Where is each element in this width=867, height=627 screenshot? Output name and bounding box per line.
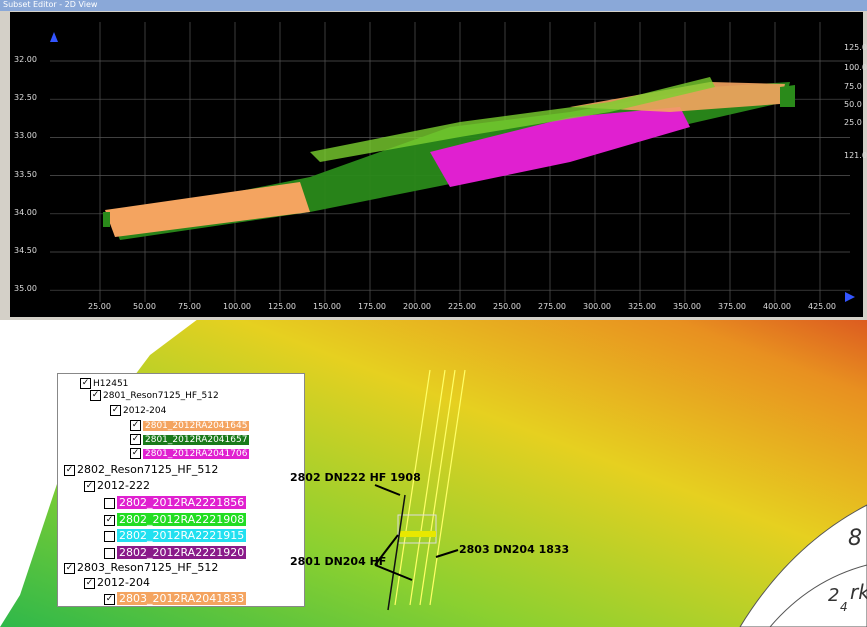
node-label: 2012-204 (123, 406, 166, 416)
map-annotation: 2802 DN222 HF 1908 (290, 471, 421, 484)
x-tick-label: 300.00 (583, 302, 611, 311)
checkbox[interactable] (104, 498, 115, 509)
x-tick-label: 25.00 (88, 302, 111, 311)
x-tick-label: 375.00 (718, 302, 746, 311)
x-tick-label: 75.00 (178, 302, 201, 311)
tree-node[interactable]: 2802_2012RA2221915 (104, 530, 246, 542)
tree-node[interactable]: ✓2803_2012RA2041833 (104, 593, 246, 605)
x-tick-label: 425.00 (808, 302, 836, 311)
scale-label: 25.0 (844, 118, 867, 127)
y-tick-label: 34.50 (14, 246, 37, 255)
x-tick-label: 325.00 (628, 302, 656, 311)
node-label: 2802_2012RA2221920 (117, 546, 246, 559)
chart-text: rky. (850, 580, 867, 604)
node-label: 2802_2012RA2221908 (117, 513, 246, 526)
node-label: H12451 (93, 379, 128, 389)
chart-text: 4 (840, 600, 848, 614)
y-tick-label: 35.00 (14, 284, 37, 293)
scale-label: 75.0 (844, 82, 867, 91)
map-annotation: 2801 DN204 HF (290, 555, 386, 568)
tree-node[interactable]: ✓2801_2012RA2041645 (130, 420, 249, 432)
x-tick-label: 400.00 (763, 302, 791, 311)
subset-editor-window: Subset Editor - 2D View (0, 0, 867, 320)
node-label: 2012-222 (97, 479, 150, 492)
checkbox[interactable]: ✓ (84, 481, 95, 492)
tree-node[interactable]: ✓2801_2012RA2041657 (130, 434, 249, 446)
y-tick-label: 33.00 (14, 131, 37, 140)
checkbox[interactable]: ✓ (130, 448, 141, 459)
tree-node[interactable]: ✓2012-222 (84, 480, 150, 492)
y-tick-label: 33.50 (14, 170, 37, 179)
x-tick-label: 50.00 (133, 302, 156, 311)
chart-text: 2 (828, 585, 839, 606)
tree-node[interactable]: ✓2012-204 (110, 405, 166, 417)
scale-label: 50.0 (844, 100, 867, 109)
tree-node[interactable]: ✓2803_Reson7125_HF_512 (64, 562, 218, 574)
y-tick-label: 32.00 (14, 55, 37, 64)
scale-label: 100.0 (844, 63, 867, 72)
tree-node[interactable]: 2802_2012RA2221856 (104, 497, 246, 509)
checkbox[interactable]: ✓ (90, 390, 101, 401)
map-annotation: 2803 DN204 1833 (459, 543, 569, 556)
x-tick-label: 150.00 (313, 302, 341, 311)
chart-text: 8 (848, 526, 862, 551)
node-label: 2801_2012RA2041645 (143, 421, 249, 431)
x-tick-label: 225.00 (448, 302, 476, 311)
checkbox[interactable]: ✓ (130, 420, 141, 431)
y-tick-label: 34.00 (14, 208, 37, 217)
tree-node[interactable]: ✓2801_Reson7125_HF_512 (90, 390, 219, 402)
tree-node[interactable]: ✓2802_2012RA2221908 (104, 514, 246, 526)
tree-node[interactable]: ✓2802_Reson7125_HF_512 (64, 464, 218, 476)
x-tick-label: 350.00 (673, 302, 701, 311)
x-tick-label: 100.00 (223, 302, 251, 311)
checkbox[interactable]: ✓ (110, 405, 121, 416)
node-label: 2802_2012RA2221856 (117, 496, 246, 509)
tree-node[interactable]: ✓2801_2012RA2041706 (130, 448, 249, 460)
checkbox[interactable]: ✓ (104, 515, 115, 526)
tree-node[interactable]: ✓2012-204 (84, 577, 150, 589)
layer-tree: ✓H12451✓2801_Reson7125_HF_512✓2012-204✓2… (57, 373, 305, 607)
scale-label: 121.0 (844, 151, 867, 160)
node-label: 2802_Reson7125_HF_512 (77, 463, 218, 476)
tree-node[interactable]: 2802_2012RA2221920 (104, 547, 246, 559)
plot (10, 12, 863, 317)
x-tick-label: 125.00 (268, 302, 296, 311)
checkbox[interactable]: ✓ (64, 563, 75, 574)
x-tick-label: 275.00 (538, 302, 566, 311)
node-label: 2803_2012RA2041833 (117, 592, 246, 605)
scale-label: 125.0 (844, 43, 867, 52)
checkbox[interactable]: ✓ (64, 465, 75, 476)
node-label: 2801_2012RA2041657 (143, 435, 249, 445)
node-label: 2803_Reson7125_HF_512 (77, 561, 218, 574)
checkbox[interactable] (104, 531, 115, 542)
checkbox[interactable] (104, 548, 115, 559)
tree-node[interactable]: ✓H12451 (80, 378, 128, 390)
node-label: 2801_2012RA2041706 (143, 449, 249, 459)
node-label: 2802_2012RA2221915 (117, 529, 246, 542)
checkbox[interactable]: ✓ (104, 594, 115, 605)
node-label: 2012-204 (97, 576, 150, 589)
checkbox[interactable]: ✓ (130, 434, 141, 445)
x-tick-label: 250.00 (493, 302, 521, 311)
checkbox[interactable]: ✓ (80, 378, 91, 389)
checkbox[interactable]: ✓ (84, 578, 95, 589)
x-tick-label: 175.00 (358, 302, 386, 311)
window-title: Subset Editor - 2D View (0, 0, 867, 11)
screen: Subset Editor - 2D View ✓H12451✓2801_Res… (0, 0, 867, 627)
node-label: 2801_Reson7125_HF_512 (103, 391, 219, 401)
y-tick-label: 32.50 (14, 93, 37, 102)
x-tick-label: 200.00 (403, 302, 431, 311)
